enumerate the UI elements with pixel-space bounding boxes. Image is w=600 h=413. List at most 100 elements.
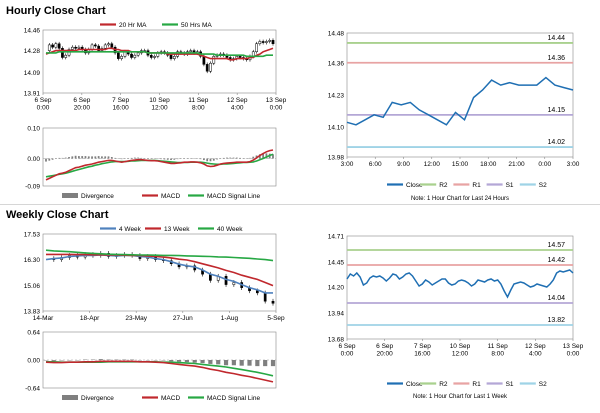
hourly-macd-divergence-bar bbox=[64, 157, 67, 159]
weekly-close-levels-x-tick-line: 16:00 bbox=[414, 351, 431, 358]
hourly-price-candle-body bbox=[110, 43, 114, 48]
hourly-macd-divergence-bar bbox=[199, 158, 202, 160]
hourly-price-candle-body bbox=[103, 44, 107, 49]
weekly-macd-divergence-bar bbox=[51, 360, 56, 361]
weekly-close-levels-x-tick-line: 6 Sep bbox=[339, 343, 356, 350]
weekly-close-levels-y-tick: 14.20 bbox=[328, 285, 345, 292]
hourly-close-levels-x-tick: 21:00 bbox=[508, 161, 525, 168]
weekly-macd-y-tick: 0.00 bbox=[27, 358, 40, 365]
hourly-macd-divergence-bar bbox=[114, 157, 116, 159]
hourly-price-y-tick: 14.09 bbox=[24, 70, 41, 77]
hourly-close-levels-s2-level-label: 14.02 bbox=[547, 139, 565, 146]
hourly-close-levels-y-tick: 14.36 bbox=[328, 60, 345, 67]
hourly-macd-divergence-bar bbox=[252, 156, 255, 159]
hourly-price-frame bbox=[42, 29, 277, 94]
hourly-macd-divergence-bar bbox=[68, 157, 70, 159]
hourly-price-y-tick: 14.28 bbox=[24, 48, 41, 55]
weekly-close-levels-x-tick: 12 Sep 4:00 bbox=[525, 343, 546, 358]
hourly-macd-divergence-bar bbox=[176, 158, 179, 160]
hourly-price-ma50-line bbox=[46, 50, 273, 58]
hourly-price-x-tick-line: 8:00 bbox=[192, 105, 205, 112]
hourly-close-levels-r1-level-label: 14.36 bbox=[547, 55, 565, 62]
hourly-macd-divergence-bar bbox=[101, 156, 103, 159]
weekly-price-ma40-line bbox=[45, 249, 274, 262]
hourly-close-levels-close-line bbox=[346, 76, 574, 126]
hourly-close-levels-frame bbox=[346, 32, 574, 158]
hourly-price-x-tick: 6 Sep 20:00 bbox=[73, 97, 90, 112]
hourly-price-candle-body bbox=[205, 64, 209, 72]
hourly-close-levels-note: Note: 1 Hour Chart for Last 24 Hours bbox=[411, 196, 509, 202]
hourly-price-x-tick: 11 Sep 8:00 bbox=[188, 97, 209, 112]
weekly-price-legend-0-label: 4 Week bbox=[119, 226, 142, 233]
hourly-price-x-tick: 6 Sep 0:00 bbox=[35, 97, 52, 112]
hourly-macd-legend-2-label: MACD Signal Line bbox=[207, 193, 260, 200]
hourly-price-x-tick-line: 20:00 bbox=[74, 105, 91, 112]
weekly-close-levels-x-tick-line: 7 Sep bbox=[414, 343, 431, 350]
hourly-close-levels-x-tick: 3:00 bbox=[567, 161, 580, 168]
hourly-price-candle-body bbox=[212, 56, 216, 64]
hourly-price-candle-body bbox=[255, 43, 258, 53]
hourly-macd-frame bbox=[42, 127, 277, 187]
hourly-close-levels-x-tick: 9:00 bbox=[397, 161, 410, 168]
weekly-close-levels-x-tick-line: 12:00 bbox=[452, 351, 469, 358]
hourly-price-candle-body bbox=[149, 54, 153, 58]
weekly-macd-macd-line bbox=[45, 360, 274, 383]
hourly-macd-divergence-bar bbox=[87, 156, 90, 159]
weekly-macd-divergence-bar bbox=[216, 360, 221, 365]
hourly-macd-divergence-bar bbox=[265, 153, 268, 159]
hourly-price-x-tick-line: 16:00 bbox=[113, 105, 130, 112]
weekly-close-levels-x-tick: 6 Sep 20:00 bbox=[376, 343, 393, 358]
hourly-close-levels-y-tick: 14.10 bbox=[328, 125, 345, 132]
hourly-macd-divergence-bar bbox=[81, 156, 84, 159]
weekly-close-levels-legend-3-label: S1 bbox=[506, 381, 514, 388]
hourly-price-x-tick-line: 0:00 bbox=[270, 105, 283, 112]
hourly-macd-divergence-bar bbox=[71, 156, 74, 159]
hourly-macd-divergence-bar bbox=[110, 157, 113, 159]
hourly-macd-signal-line bbox=[45, 153, 274, 178]
hourly-price-candle-body bbox=[261, 41, 265, 43]
hourly-price-candle-body bbox=[258, 41, 262, 44]
hourly-macd-divergence-bar bbox=[160, 158, 163, 160]
hourly-macd-divergence-bar bbox=[51, 158, 54, 160]
weekly-macd-legend-2-label: MACD Signal Line bbox=[207, 395, 260, 402]
weekly-macd-legend-0-label: Divergence bbox=[81, 395, 114, 402]
hourly-macd-divergence-bar bbox=[216, 158, 218, 160]
hourly-price-candle-body bbox=[120, 56, 124, 59]
hourly-macd-divergence-bar bbox=[91, 156, 93, 159]
hourly-price-candle-body bbox=[51, 44, 54, 48]
weekly-close-levels-x-tick: 11 Sep 8:00 bbox=[488, 343, 509, 358]
hourly-macd-divergence-bar bbox=[173, 158, 176, 160]
hourly-macd-divergence-bar bbox=[235, 157, 238, 159]
hourly-price-x-tick-line: 12:00 bbox=[151, 105, 168, 112]
hourly-close-levels-legend-1-label: R2 bbox=[439, 182, 448, 189]
weekly-price-candle-body bbox=[232, 282, 236, 285]
hourly-section-title: Hourly Close Chart bbox=[6, 5, 106, 17]
hourly-macd-divergence-bar bbox=[209, 158, 212, 162]
hourly-price-candle-body bbox=[74, 46, 77, 49]
hourly-close-levels-x-tick: 6:00 bbox=[369, 161, 382, 168]
hourly-price-x-tick-line: 10 Sep bbox=[149, 97, 170, 104]
hourly-macd-divergence-bar bbox=[232, 157, 235, 159]
weekly-macd-divergence-bar bbox=[208, 360, 213, 364]
hourly-macd-divergence-bar bbox=[78, 156, 80, 159]
hourly-price-candle-body bbox=[97, 45, 100, 51]
hourly-macd-divergence-bar bbox=[163, 158, 166, 160]
hourly-macd-divergence-bar bbox=[45, 158, 47, 162]
weekly-close-levels-y-tick: 14.71 bbox=[328, 234, 345, 241]
hourly-price-x-tick-line: 11 Sep bbox=[188, 97, 209, 104]
hourly-close-levels-y-tick: 14.23 bbox=[328, 93, 345, 100]
weekly-macd-divergence-bar bbox=[169, 360, 174, 362]
weekly-price-y-tick: 17.53 bbox=[24, 232, 41, 239]
hourly-macd-legend-0-swatch bbox=[62, 193, 78, 198]
weekly-close-levels-r1-level-label: 14.42 bbox=[547, 257, 565, 264]
weekly-price-ma13-line bbox=[46, 253, 274, 287]
hourly-price-candle-body bbox=[93, 44, 97, 47]
hourly-price-candle-body bbox=[265, 41, 268, 43]
hourly-price-candle-body bbox=[202, 56, 206, 65]
weekly-close-levels-close-line bbox=[346, 269, 574, 299]
weekly-close-levels-legend-1-label: R2 bbox=[439, 381, 448, 388]
hourly-macd-divergence-bar bbox=[222, 157, 225, 159]
weekly-close-levels-x-tick-line: 10 Sep bbox=[450, 343, 471, 350]
weekly-macd-y-tick: -0.64 bbox=[25, 386, 40, 393]
